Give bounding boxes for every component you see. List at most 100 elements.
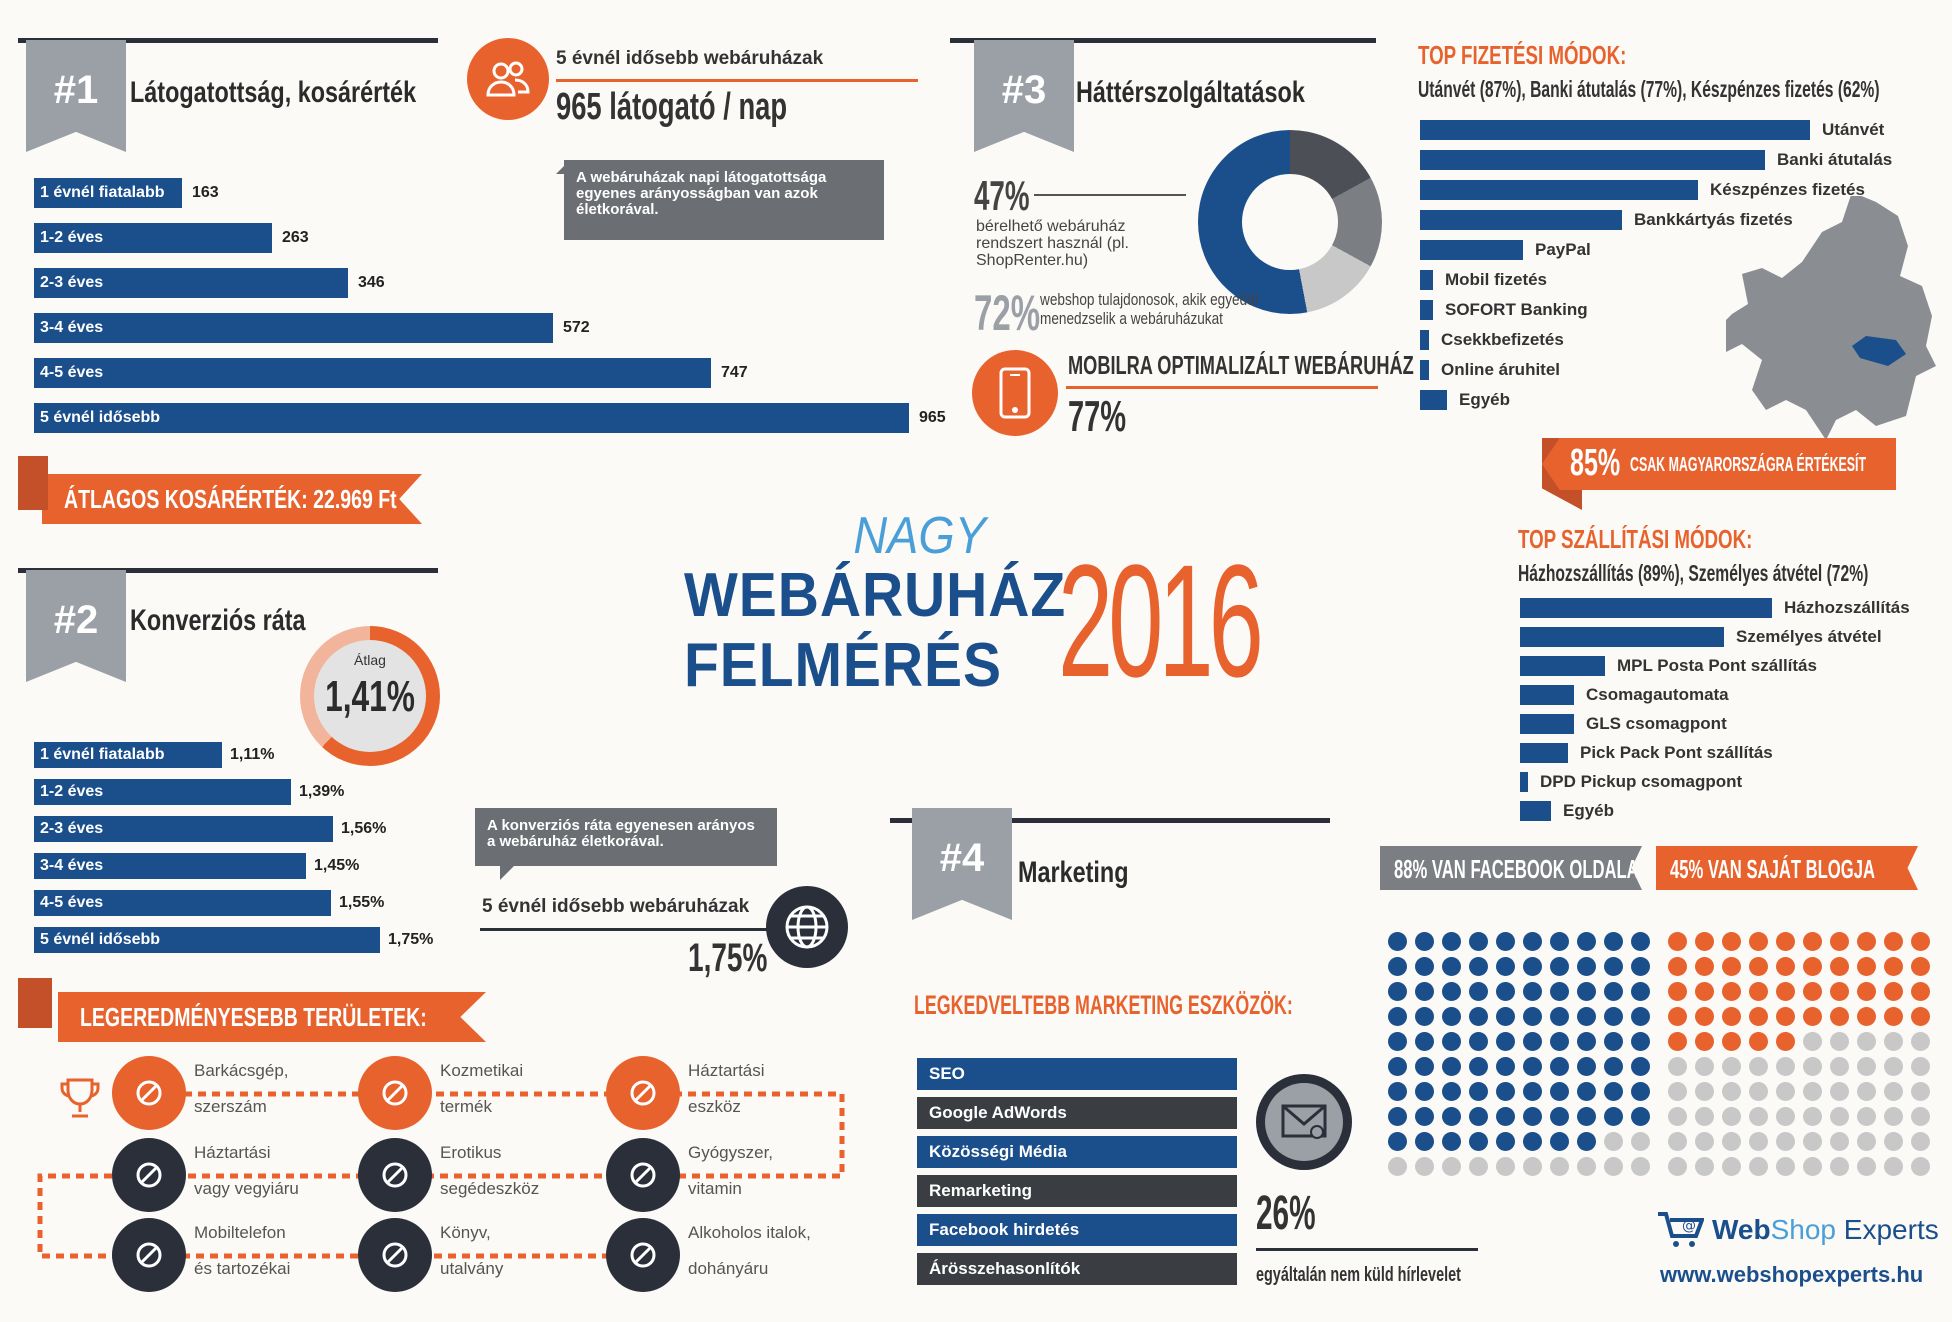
facebook-dot [1469,1132,1488,1151]
blog-dot [1776,1157,1795,1176]
facebook-dot [1496,1132,1515,1151]
blog-dot [1749,982,1768,1001]
blog-dot [1857,1032,1876,1051]
brand-url[interactable]: www.webshopexperts.hu [1660,1262,1924,1287]
conversion-avg-ring: Átlag 1,41% [300,626,440,766]
blog-dot [1803,982,1822,1001]
phone-icon [112,1218,186,1292]
conversion-bar: 4-5 éves [34,890,331,916]
blog-dot [1668,1057,1687,1076]
cosmetics-icon [358,1056,432,1130]
owner-pct: 72% [974,285,1041,341]
area-label: Háztartási [688,1061,765,1080]
shipping-bar [1520,772,1528,792]
payment-label: Bankkártyás fizetés [1634,210,1793,229]
ship-subtitle: Házhozszállítás (89%), Személyes átvétel… [1518,560,1869,586]
title-line1: WEBÁRUHÁZ [684,561,1067,630]
facebook-dot [1550,1157,1569,1176]
blog-dot [1722,1007,1741,1026]
dark-rule [1256,1248,1478,1251]
brand-name: WebShop Experts [1712,1214,1939,1246]
blog-dot [1884,1057,1903,1076]
marketing-tool: Remarketing [917,1175,1237,1207]
blog-dot [1695,1032,1714,1051]
facebook-dot [1388,1132,1407,1151]
marketing-tool: SEO [917,1058,1237,1090]
facebook-dot [1496,1107,1515,1126]
avg-basket-text: ÁTLAGOS KOSÁRÉRTÉK: 22.969 Ft [64,484,397,514]
area-label: és tartozékai [194,1259,291,1278]
facebook-dot [1550,1032,1569,1051]
blog-dot [1911,1007,1930,1026]
blog-dot [1884,1032,1903,1051]
blog-dot [1776,1007,1795,1026]
payment-bar [1420,330,1429,350]
area-label: Könyv, [440,1223,491,1242]
blog-dot [1911,1132,1930,1151]
cart-logo-icon: @ [1656,1208,1705,1255]
shipping-bar [1520,598,1772,618]
facebook-dot [1415,1107,1434,1126]
facebook-dot [1550,1007,1569,1026]
area-label: Alkoholos italok, [688,1223,811,1242]
facebook-dot [1469,1007,1488,1026]
conversion-value: 1,56% [341,820,387,837]
shipping-label: Egyéb [1563,801,1615,820]
facebook-dot [1631,1157,1650,1176]
blog-dot [1776,982,1795,1001]
blog-dot [1695,957,1714,976]
mobile-icon [972,350,1058,436]
conversion-bar: 2-3 éves [34,816,333,842]
facebook-dot [1496,1057,1515,1076]
payment-bar [1420,390,1447,410]
shipping-label: GLS csomagpont [1586,714,1727,733]
facebook-dot [1388,1082,1407,1101]
facebook-dot [1388,1007,1407,1026]
hungary-ribbon: 85% CSAK MAGYARORSZÁGRA ÉRTÉKESÍT [1542,438,1896,490]
facebook-dot [1550,1082,1569,1101]
wine-icon [606,1218,680,1292]
facebook-dot [1577,957,1596,976]
blog-dot [1668,1132,1687,1151]
blog-dot [1803,1032,1822,1051]
payment-label: Készpénzes fizetés [1710,180,1865,199]
facebook-dot [1631,1082,1650,1101]
blog-dot [1884,1157,1903,1176]
area-label: Barkácsgép, [194,1061,289,1080]
title-line2: FELMÉRÉS [684,631,1002,700]
facebook-dot [1442,957,1461,976]
facebook-dot [1388,957,1407,976]
users-icon [467,38,549,120]
payment-bar [1420,270,1433,290]
visits-value: 263 [282,229,309,246]
shipping-label: Csomagautomata [1586,685,1729,704]
facebook-dot [1496,1032,1515,1051]
shipping-label: MPL Posta Pont szállítás [1617,656,1817,675]
avg-value: 1,41% [325,672,415,721]
hungary-text: CSAK MAGYARORSZÁGRA ÉRTÉKESÍT [1630,454,1867,476]
facebook-dot [1442,1032,1461,1051]
visits-bar: 3-4 éves [34,313,553,343]
blog-dot [1857,982,1876,1001]
europe-map [1726,196,1936,440]
rent-pct: 47% [974,172,1030,219]
facebook-dot [1550,1107,1569,1126]
marketing-tool: Közösségi Média [917,1136,1237,1168]
conversion-bar: 1 évnél fiatalabb [34,742,222,768]
blog-dot [1749,932,1768,951]
shipping-bar [1520,685,1574,705]
conversion-bar: 5 évnél idősebb [34,927,380,953]
blog-dot [1911,982,1930,1001]
blog-dot [1722,1157,1741,1176]
avg-label: Átlag [354,652,386,668]
blog-dot [1749,1032,1768,1051]
conversion-value: 1,11% [230,746,275,763]
payment-bar [1420,240,1523,260]
blog-dot [1911,957,1930,976]
blog-dot [1668,932,1687,951]
blog-dot [1857,1057,1876,1076]
blog-dot [1695,1107,1714,1126]
orange-rule [1066,386,1378,389]
blog-dot [1776,1032,1795,1051]
visits-value: 747 [721,364,748,381]
